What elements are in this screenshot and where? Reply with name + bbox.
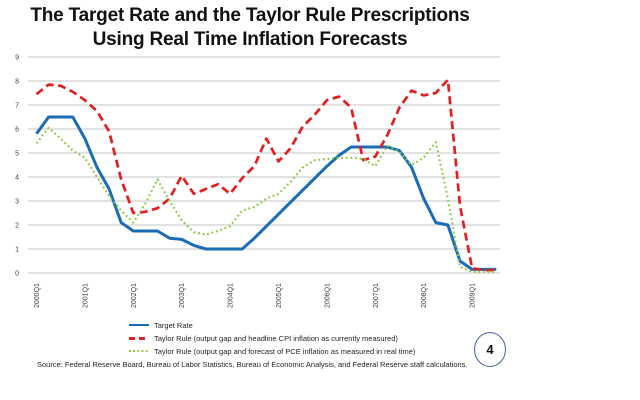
x-axis-tick-label: 2004Q1 [228, 283, 235, 308]
legend-item-taylor-pce: Taylor Rule (output gap and forecast of … [129, 345, 415, 357]
x-axis-tick-label: 2002Q1 [131, 283, 138, 308]
source-note: Source: Federal Reserve Board, Bureau of… [37, 360, 468, 369]
x-axis-tick-label: 2003Q1 [179, 283, 186, 308]
chart-title: The Target Rate and the Taylor Rule Pres… [0, 4, 500, 52]
legend-label: Taylor Rule (output gap and forecast of … [154, 346, 416, 356]
y-axis-tick-label: 5 [15, 151, 19, 158]
taylor-cpi-dashed-swatch [129, 336, 149, 340]
page-number: 4 [486, 342, 494, 357]
chart-title-line2: Using Real Time Inflation Forecasts [92, 29, 408, 50]
y-axis-tick-label: 9 [15, 55, 19, 62]
chart-legend: Target Rate Taylor Rule (output gap and … [129, 319, 415, 357]
x-axis-tick-label: 2005Q1 [276, 283, 283, 308]
y-axis-tick-label: 1 [15, 247, 19, 254]
legend-label: Target Rate [154, 320, 193, 330]
chart-title-line1: The Target Rate and the Taylor Rule Pres… [30, 5, 470, 26]
y-axis-tick-label: 8 [15, 79, 19, 86]
legend-item-taylor-cpi: Taylor Rule (output gap and headline CPI… [129, 332, 415, 344]
series-line-dashed [35, 78, 497, 272]
x-axis-tick-label: 2006Q1 [324, 283, 331, 308]
x-axis-tick-label: 2008Q1 [421, 283, 428, 308]
x-axis-tick-label: 2007Q1 [373, 283, 380, 308]
x-axis-tick-label: 2001Q1 [82, 283, 89, 308]
x-axis-tick-label: 2009Q1 [470, 283, 477, 308]
series-line-solid [35, 115, 497, 271]
y-axis-tick-label: 3 [15, 199, 19, 206]
page-number-badge: 4 [474, 332, 506, 367]
legend-label: Taylor Rule (output gap and headline CPI… [154, 333, 398, 343]
x-axis-tick-label: 2000Q1 [34, 283, 41, 308]
y-axis-tick-label: 0 [15, 271, 19, 278]
y-axis-tick-label: 6 [15, 127, 19, 134]
series-line-dotted [35, 126, 497, 273]
y-axis-tick-label: 2 [15, 223, 19, 230]
y-axis-tick-label: 4 [15, 175, 19, 182]
taylor-pce-dotted-swatch [129, 350, 149, 352]
legend-item-target-rate: Target Rate [129, 319, 415, 331]
y-axis-tick-label: 7 [15, 103, 19, 110]
target-rate-line-swatch [129, 323, 149, 327]
